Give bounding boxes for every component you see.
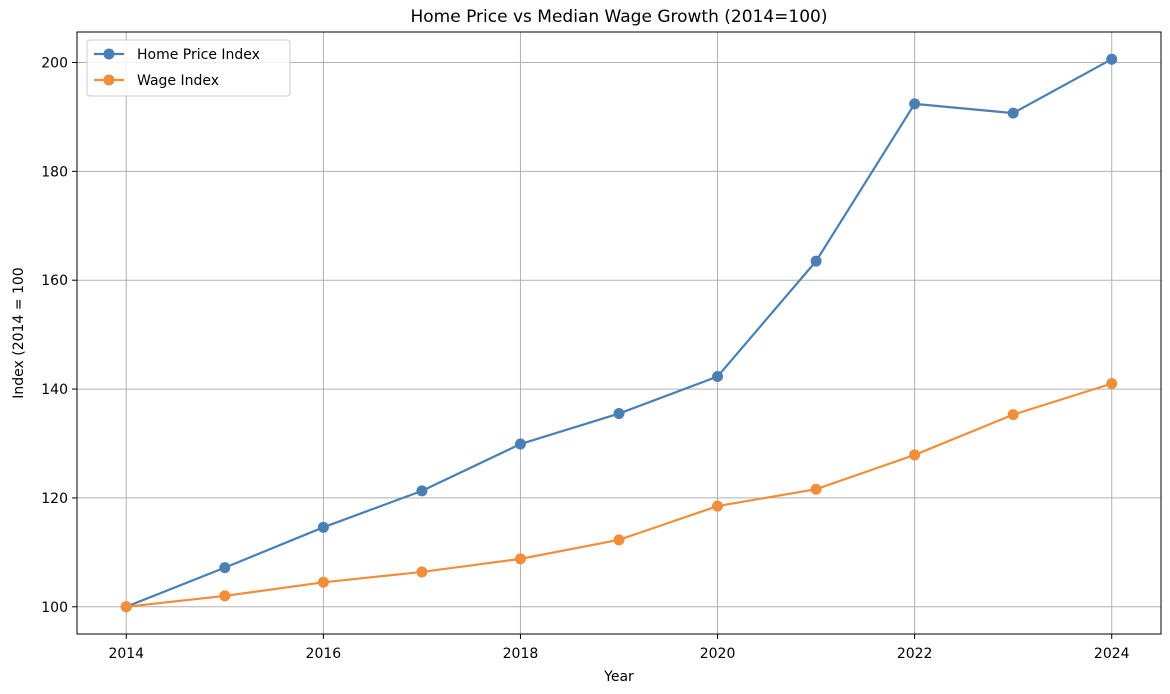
y-axis-label: Index (2014 = 100 <box>11 267 27 398</box>
x-tick-label: 2018 <box>503 646 539 662</box>
legend-box <box>86 39 291 97</box>
data-point-wage-index <box>416 566 428 578</box>
legend-swatch-marker <box>103 74 115 86</box>
series-layer <box>120 53 1118 613</box>
y-tick-label: 140 <box>41 382 68 398</box>
data-point-wage-index <box>1106 378 1118 390</box>
legend-label: Home Price Index <box>137 47 260 63</box>
legend-swatch-marker <box>103 48 115 60</box>
x-tick-label: 2014 <box>108 646 144 662</box>
x-tick-label: 2022 <box>897 646 933 662</box>
data-point-wage-index <box>317 576 329 588</box>
data-point-home-price-index <box>416 485 428 497</box>
plot-frame <box>76 31 1162 635</box>
x-tick-label: 2024 <box>1094 646 1130 662</box>
y-tick-label: 120 <box>41 491 68 507</box>
x-axis: 2014 2016 2018 2020 2022 2024 <box>108 634 1130 662</box>
series-line-home-price-index <box>125 58 1113 608</box>
data-point-wage-index <box>120 601 132 613</box>
data-point-home-price-index <box>317 521 329 533</box>
x-tick-label: 2016 <box>306 646 342 662</box>
data-point-home-price-index <box>810 255 822 267</box>
data-point-home-price-index <box>909 98 921 110</box>
data-point-wage-index <box>613 534 625 546</box>
data-point-wage-index <box>712 500 724 512</box>
y-axis: 100 120 140 160 180 200 <box>41 55 77 616</box>
chart-title: Home Price vs Median Wage Growth (2014=1… <box>411 7 828 27</box>
series-wage-index <box>120 378 1118 613</box>
legend-item-home-price-index: Home Price Index <box>94 47 260 63</box>
data-point-wage-index <box>1007 409 1019 421</box>
data-point-home-price-index <box>219 562 231 574</box>
x-axis-label: Year <box>603 669 634 685</box>
data-point-home-price-index <box>1007 107 1019 119</box>
x-tick-label: 2020 <box>700 646 736 662</box>
data-point-home-price-index <box>514 438 526 450</box>
data-point-home-price-index <box>1106 53 1118 65</box>
y-tick-label: 100 <box>41 600 68 616</box>
series-home-price-index <box>120 53 1118 613</box>
y-tick-label: 160 <box>41 273 68 289</box>
y-tick-label: 180 <box>41 164 68 180</box>
legend-label: Wage Index <box>137 73 219 89</box>
data-point-wage-index <box>909 449 921 461</box>
legend: Home Price Index Wage Index <box>86 39 291 97</box>
data-point-home-price-index <box>613 408 625 420</box>
data-point-wage-index <box>514 553 526 565</box>
y-tick-label: 200 <box>41 55 68 71</box>
data-point-wage-index <box>219 590 231 602</box>
legend-item-wage-index: Wage Index <box>94 73 219 89</box>
data-point-home-price-index <box>712 371 724 383</box>
data-point-wage-index <box>810 483 822 495</box>
